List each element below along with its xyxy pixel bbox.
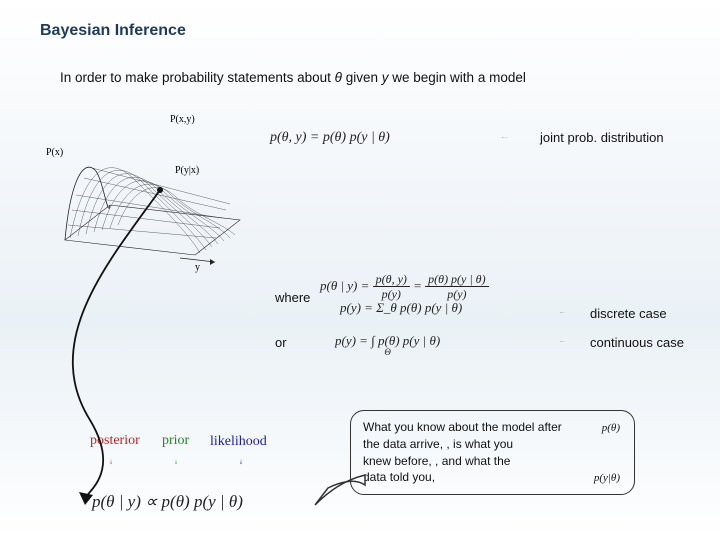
bayes-num2: p(θ) p(y | θ)	[425, 272, 488, 287]
continuous-label: continuous case	[590, 335, 684, 350]
arrow-discrete	[540, 312, 585, 313]
bubble-l2b: , is what you	[446, 437, 513, 451]
integral-domain: Θ	[335, 347, 440, 357]
plot-axis-y: y	[195, 262, 200, 273]
arrow-continuous	[540, 341, 585, 342]
plot-label-px: P(x)	[46, 147, 63, 158]
intro-y: y	[382, 70, 389, 85]
discrete-label: discrete case	[590, 306, 667, 321]
bayes-lhs: p(θ | y) =	[320, 278, 373, 293]
bubble-eq-prior: p(θ)	[602, 421, 620, 436]
prior-label: prior	[162, 433, 189, 449]
intro-suffix: we begin with a model	[389, 70, 526, 85]
intro-theta: θ	[335, 70, 342, 85]
bayes-num1: p(θ, y)	[373, 272, 410, 287]
speech-bubble: What you know about the model after the …	[350, 410, 635, 495]
surface-plot: P(x,y) P(x) y	[40, 110, 250, 280]
bubble-eq-likelihood: p(y|θ)	[594, 471, 620, 486]
plot-label-pyx: P(y|x)	[175, 165, 199, 176]
bubble-l1: What you know about the model after	[363, 420, 562, 434]
joint-label: joint prob. distribution	[540, 130, 664, 145]
or-label: or	[275, 335, 287, 350]
down-arrow-likelihood	[240, 452, 242, 472]
page-title: Bayesian Inference	[40, 22, 186, 40]
sum-equation: p(y) = Σ_θ p(θ) p(y | θ)	[340, 300, 462, 316]
integral-equation: p(y) = ∫ p(θ) p(y | θ) Θ	[335, 333, 440, 357]
intro-text: In order to make probability statements …	[60, 70, 526, 85]
arrow-joint	[475, 137, 535, 138]
bubble-l2a: the data arrive,	[363, 437, 446, 451]
down-arrow-posterior	[110, 452, 112, 472]
likelihood-label: likelihood	[210, 434, 267, 450]
speech-bubble-tail	[310, 470, 370, 510]
main-equation: p(θ | y) ∝ p(θ) p(y | θ)	[92, 492, 243, 512]
joint-equation: p(θ, y) = p(θ) p(y | θ)	[270, 130, 390, 146]
plot-label-pxy: P(x,y)	[170, 114, 195, 125]
intro-mid: given	[342, 70, 382, 85]
integral-body: p(y) = ∫ p(θ) p(y | θ)	[335, 333, 440, 348]
bayes-fraction: p(θ | y) = p(θ, y) p(y) = p(θ) p(y | θ) …	[320, 272, 489, 302]
posterior-label: posterior	[90, 433, 140, 449]
down-arrow-prior	[175, 452, 177, 472]
bubble-l3b: , and what the	[435, 454, 510, 468]
intro-prefix: In order to make probability statements …	[60, 70, 335, 85]
bubble-l3a: knew before,	[363, 454, 435, 468]
bubble-l4a: data told you,	[363, 470, 435, 484]
where-label: where	[275, 290, 310, 305]
